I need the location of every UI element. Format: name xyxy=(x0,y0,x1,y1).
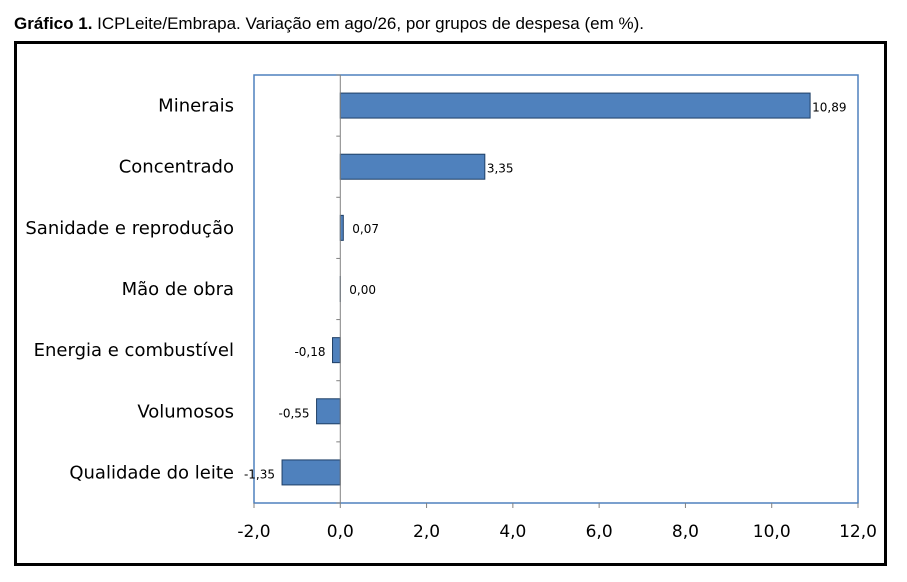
category-label: Energia e combustível xyxy=(34,340,234,361)
bar xyxy=(316,398,341,425)
x-tick-label: 8,0 xyxy=(672,522,699,542)
plot-area xyxy=(253,74,859,504)
data-label: -1,35 xyxy=(244,467,275,481)
x-tick-label: 0,0 xyxy=(327,522,354,542)
category-label: Qualidade do leite xyxy=(69,462,234,483)
x-tick-label: 2,0 xyxy=(413,522,440,542)
caption-prefix: Gráfico 1. xyxy=(14,14,93,33)
bar xyxy=(281,459,341,486)
bar xyxy=(339,92,811,119)
x-tick-label: -2,0 xyxy=(237,522,270,542)
bar xyxy=(339,153,486,180)
category-label: Volumosos xyxy=(137,401,234,422)
chart-caption: Gráfico 1. ICPLeite/Embrapa. Variação em… xyxy=(14,14,644,34)
category-label: Concentrado xyxy=(119,157,234,178)
x-tick-label: 6,0 xyxy=(586,522,613,542)
data-label: 0,07 xyxy=(352,222,379,236)
category-label: Mão de obra xyxy=(122,279,234,300)
x-tick-label: 10,0 xyxy=(753,522,791,542)
bar xyxy=(332,337,341,364)
x-tick-label: 4,0 xyxy=(499,522,526,542)
x-tick-label: 12,0 xyxy=(839,522,877,542)
data-label: 10,89 xyxy=(812,101,846,115)
data-label: -0,55 xyxy=(278,406,309,420)
data-label: 0,00 xyxy=(349,283,376,297)
category-label: Minerais xyxy=(158,96,234,117)
category-label: Sanidade e reprodução xyxy=(25,218,234,239)
caption-text: ICPLeite/Embrapa. Variação em ago/26, po… xyxy=(92,14,644,33)
data-label: 3,35 xyxy=(487,162,514,176)
chart-frame xyxy=(14,41,887,566)
data-label: -0,18 xyxy=(294,345,325,359)
